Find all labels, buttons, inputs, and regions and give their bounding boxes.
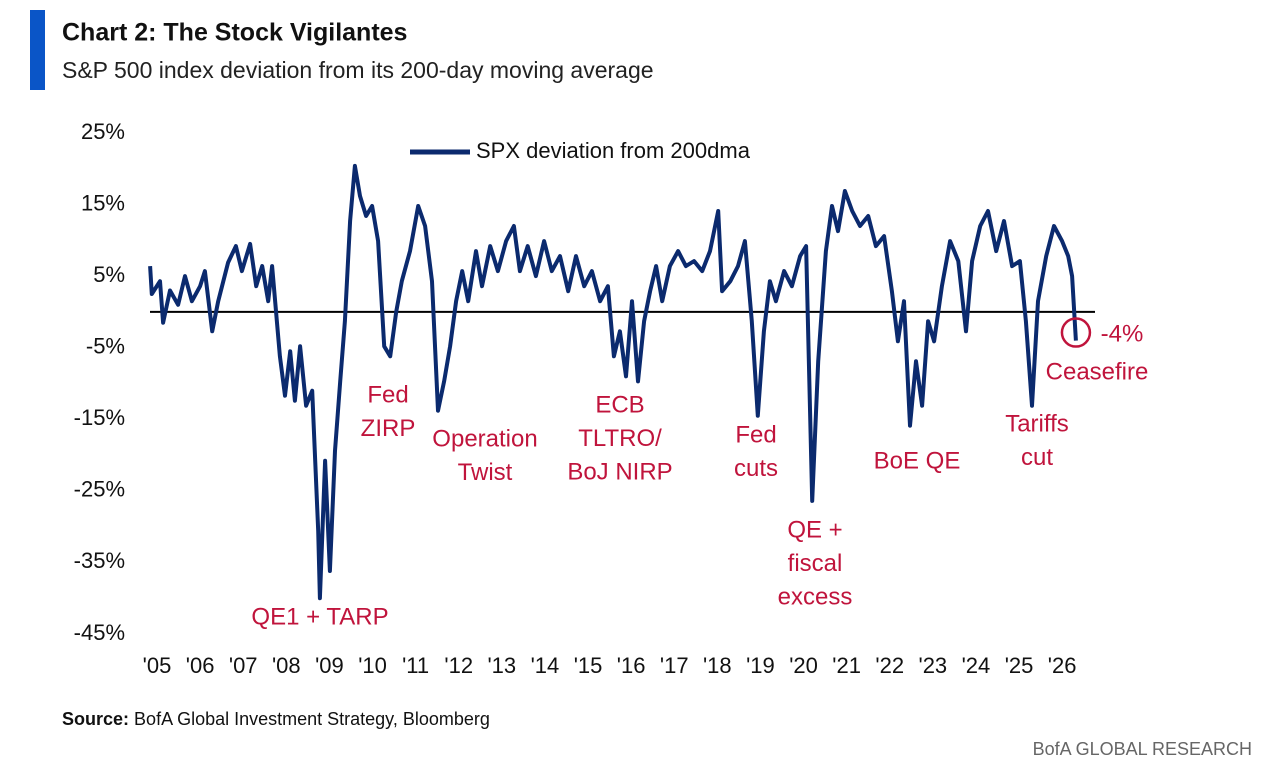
annotation: QE1 + TARP bbox=[251, 603, 388, 630]
source-label: Source: bbox=[62, 709, 129, 729]
x-tick-label: '14 bbox=[531, 653, 560, 678]
footer: BofA GLOBAL RESEARCH bbox=[1033, 739, 1252, 759]
x-tick-label: '15 bbox=[574, 653, 603, 678]
x-tick-label: '08 bbox=[272, 653, 301, 678]
annotation: Ceasefire bbox=[1046, 358, 1149, 385]
x-tick-label: '18 bbox=[703, 653, 732, 678]
source-text: BofA Global Investment Strategy, Bloombe… bbox=[134, 709, 490, 729]
annotation: BoE QE bbox=[874, 447, 961, 474]
annotation: Operation bbox=[432, 425, 537, 452]
annotation: fiscal bbox=[788, 550, 843, 577]
y-tick-label: 25% bbox=[81, 119, 125, 144]
x-tick-label: '23 bbox=[919, 653, 948, 678]
x-tick-label: '17 bbox=[660, 653, 689, 678]
annotation: -4% bbox=[1101, 320, 1144, 347]
x-tick-label: '22 bbox=[875, 653, 904, 678]
chart-title: Chart 2: The Stock Vigilantes bbox=[62, 19, 407, 47]
x-tick-label: '24 bbox=[962, 653, 991, 678]
annotation: Twist bbox=[458, 459, 513, 486]
series-line bbox=[148, 163, 1078, 601]
annotation: Fed bbox=[735, 421, 776, 448]
y-tick-label: -5% bbox=[86, 334, 125, 359]
title-bar bbox=[30, 10, 45, 90]
x-tick-label: '19 bbox=[746, 653, 775, 678]
annotation: QE + bbox=[787, 516, 842, 543]
annotation: ZIRP bbox=[361, 415, 416, 442]
y-tick-label: -25% bbox=[74, 477, 125, 502]
chart-subtitle: S&P 500 index deviation from its 200-day… bbox=[62, 57, 654, 83]
annotation: BoJ NIRP bbox=[567, 458, 672, 485]
x-tick-label: '06 bbox=[186, 653, 215, 678]
source: Source: BofA Global Investment Strategy,… bbox=[62, 709, 490, 729]
x-tick-label: '25 bbox=[1005, 653, 1034, 678]
y-tick-label: -45% bbox=[74, 620, 125, 645]
x-tick-label: '13 bbox=[487, 653, 516, 678]
x-tick-label: '12 bbox=[444, 653, 473, 678]
annotation: ECB bbox=[595, 391, 644, 418]
y-tick-label: 15% bbox=[81, 190, 125, 215]
highlight-circle bbox=[1060, 317, 1092, 348]
annotation: excess bbox=[778, 583, 853, 610]
annotation: cuts bbox=[734, 455, 778, 482]
x-tick-label: '20 bbox=[789, 653, 818, 678]
x-tick-label: '05 bbox=[143, 653, 172, 678]
legend-label: SPX deviation from 200dma bbox=[476, 138, 751, 163]
x-tick-label: '26 bbox=[1048, 653, 1077, 678]
annotation: Tariffs bbox=[1005, 410, 1069, 437]
annotation: TLTRO/ bbox=[578, 425, 662, 452]
x-tick-label: '07 bbox=[229, 653, 258, 678]
x-tick-label: '10 bbox=[358, 653, 387, 678]
x-tick-label: '21 bbox=[832, 653, 861, 678]
annotation: Fed bbox=[367, 381, 408, 408]
y-tick-label: -15% bbox=[74, 405, 125, 430]
y-tick-label: 5% bbox=[93, 262, 125, 287]
y-tick-label: -35% bbox=[74, 548, 125, 573]
x-tick-label: '11 bbox=[402, 653, 429, 678]
annotation: cut bbox=[1021, 444, 1053, 471]
x-tick-label: '09 bbox=[315, 653, 344, 678]
x-tick-label: '16 bbox=[617, 653, 646, 678]
